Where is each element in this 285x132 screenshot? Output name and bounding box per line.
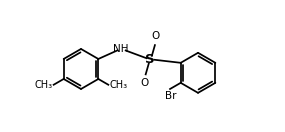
Text: O: O: [141, 78, 149, 88]
Text: CH₃: CH₃: [109, 80, 127, 90]
Text: S: S: [145, 53, 155, 66]
Text: O: O: [152, 31, 160, 41]
Text: NH: NH: [113, 44, 129, 54]
Text: CH₃: CH₃: [35, 80, 53, 90]
Text: Br: Br: [165, 91, 176, 101]
